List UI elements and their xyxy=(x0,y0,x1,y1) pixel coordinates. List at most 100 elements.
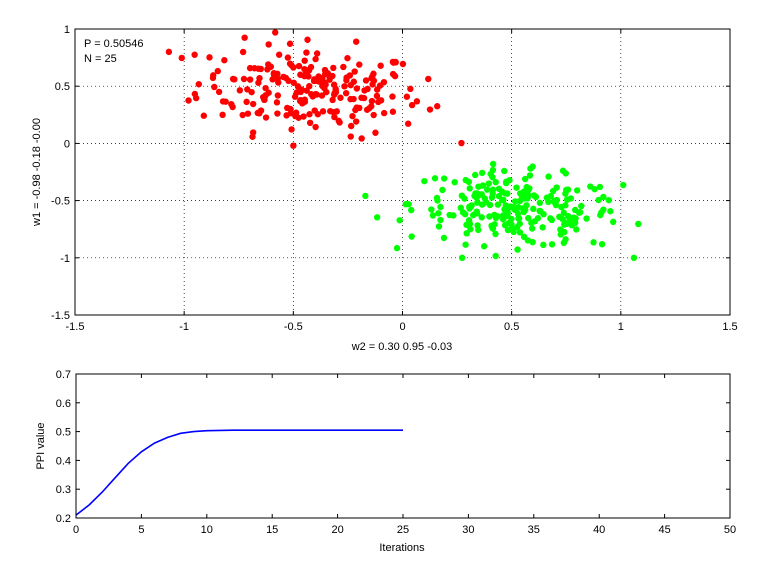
red-point xyxy=(330,64,337,72)
line-y-tick-label: 0.3 xyxy=(56,484,71,496)
green-point xyxy=(605,196,613,204)
green-point xyxy=(583,215,590,222)
red-point xyxy=(389,58,397,66)
green-point xyxy=(558,203,565,211)
red-point xyxy=(248,88,255,96)
green-point xyxy=(540,211,547,218)
green-point xyxy=(620,181,627,189)
green-point xyxy=(551,197,558,205)
red-point xyxy=(363,106,371,113)
scatter-plot: -1.5 -1 -0.5 0 0.5 1 1.5 -1.5 -1 -0.5 0 0.5 1 P = 0.… xyxy=(31,24,738,353)
red-point xyxy=(290,79,297,86)
red-point xyxy=(373,92,381,100)
red-point xyxy=(286,40,294,47)
green-point xyxy=(568,221,575,229)
red-point xyxy=(350,78,358,85)
red-point xyxy=(275,51,283,58)
green-point xyxy=(515,215,522,222)
green-point xyxy=(508,226,515,233)
line-x-tick-label: 30 xyxy=(462,524,474,536)
scatter-x-tick-label: 1 xyxy=(618,321,624,333)
scatter-y-tick-label: -1 xyxy=(60,253,70,265)
red-point xyxy=(347,95,354,103)
green-point xyxy=(561,228,568,236)
red-point xyxy=(389,70,397,78)
scatter-points xyxy=(165,29,642,261)
scatter-x-tick-label: 0.5 xyxy=(504,321,519,333)
green-point xyxy=(466,203,473,210)
red-point xyxy=(239,48,247,56)
green-point xyxy=(516,229,524,236)
red-point xyxy=(362,77,370,84)
red-point xyxy=(356,61,363,68)
green-point xyxy=(489,225,497,232)
green-point xyxy=(563,196,571,203)
green-point xyxy=(489,160,497,168)
green-point xyxy=(492,230,499,238)
red-point xyxy=(351,68,358,75)
green-point xyxy=(478,214,485,221)
green-point xyxy=(630,254,638,261)
scatter-y-axis-label: w1 = -0.98 -0.18 -0.00 xyxy=(31,118,43,227)
green-point xyxy=(577,208,584,216)
red-point xyxy=(315,73,322,80)
line-x-tick-label: 40 xyxy=(593,524,605,536)
red-point xyxy=(215,88,223,96)
red-point xyxy=(255,79,262,86)
red-point xyxy=(349,112,356,120)
green-point xyxy=(362,192,369,200)
red-point xyxy=(185,97,192,104)
line-x-tick-label: 15 xyxy=(266,524,278,536)
green-point xyxy=(530,192,538,199)
green-point xyxy=(478,191,485,198)
red-point xyxy=(262,114,270,121)
green-point xyxy=(396,217,403,224)
red-point xyxy=(231,76,238,83)
red-point xyxy=(368,97,376,105)
scatter-y-tick-label: 0 xyxy=(64,138,70,150)
green-point xyxy=(435,223,443,230)
scatter-ticks: -1.5 -1 -0.5 0 0.5 1 1.5 -1.5 -1 -0.5 0 0.5 1 xyxy=(51,24,738,333)
red-point xyxy=(341,83,348,90)
green-point xyxy=(539,224,546,231)
green-point xyxy=(478,169,486,177)
scatter-x-tick-label: -1.5 xyxy=(66,321,85,333)
red-point xyxy=(302,68,310,75)
line-x-tick-label: 5 xyxy=(138,524,144,536)
red-point xyxy=(236,87,244,94)
red-point xyxy=(304,36,311,43)
green-point xyxy=(408,206,415,214)
green-point xyxy=(473,210,481,217)
green-point xyxy=(467,226,474,233)
green-point xyxy=(479,182,487,189)
green-point xyxy=(504,212,511,219)
red-point xyxy=(403,93,411,100)
green-point xyxy=(463,230,470,237)
red-point xyxy=(192,94,200,102)
red-point xyxy=(243,98,250,106)
green-point xyxy=(500,196,507,204)
green-point xyxy=(441,175,448,182)
green-point xyxy=(553,184,560,191)
red-point xyxy=(290,142,297,149)
red-point xyxy=(368,74,375,82)
green-point xyxy=(495,192,503,200)
green-point xyxy=(526,172,534,179)
red-point xyxy=(260,93,267,101)
green-point xyxy=(545,173,552,180)
red-point xyxy=(399,60,407,68)
red-point xyxy=(229,103,236,111)
green-point xyxy=(466,185,473,192)
red-point xyxy=(413,98,421,105)
green-point xyxy=(528,225,536,232)
red-point xyxy=(340,63,347,71)
red-point xyxy=(358,135,365,142)
red-point xyxy=(249,100,257,108)
line-y-tick-label: 0.7 xyxy=(56,369,71,381)
red-point xyxy=(313,50,321,57)
green-point xyxy=(518,192,526,200)
red-point xyxy=(347,122,355,130)
red-point xyxy=(288,126,295,133)
green-point xyxy=(525,214,532,222)
green-point xyxy=(393,244,401,252)
